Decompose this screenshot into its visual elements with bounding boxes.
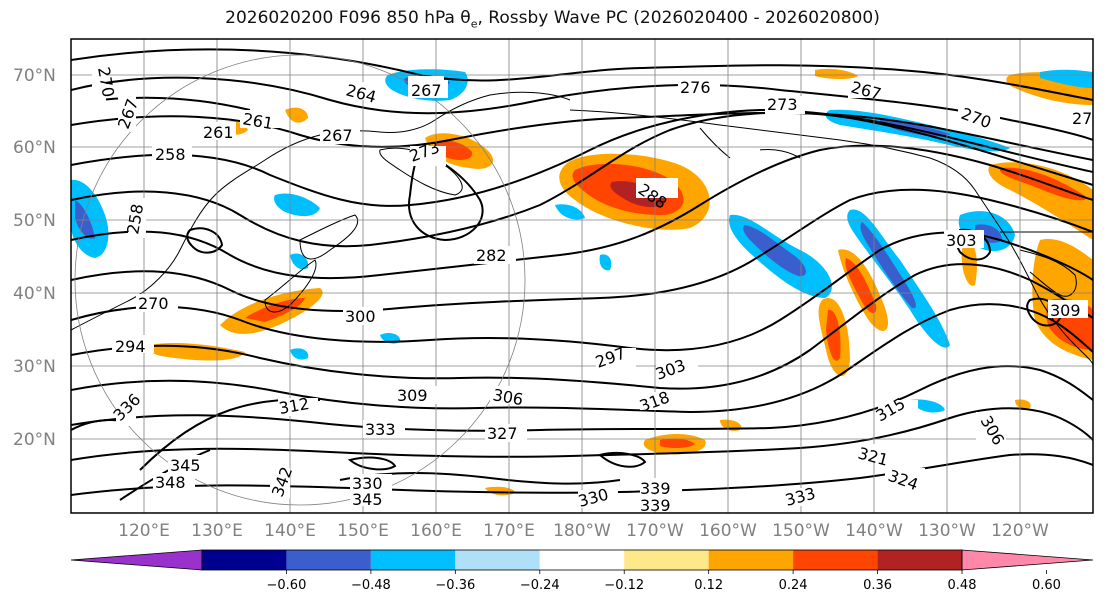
positive-anomaly bbox=[988, 162, 1093, 240]
colorbar-segment bbox=[455, 550, 540, 570]
contour-label: 339 bbox=[640, 479, 671, 498]
colorbar-segment bbox=[793, 550, 878, 570]
map-panel: 270 267 264 267 261 267 261 258 258 276 … bbox=[71, 39, 1103, 515]
contour-label: 303 bbox=[946, 231, 977, 250]
negative-anomaly bbox=[555, 204, 585, 220]
lat-label: 50°N bbox=[13, 211, 56, 231]
lon-label: 160°W bbox=[699, 521, 757, 541]
colorbar-tick-label: −0.48 bbox=[351, 578, 391, 593]
positive-anomaly bbox=[1015, 399, 1031, 409]
colorbar-segment bbox=[877, 550, 962, 570]
colorbar-tick-label: 0.36 bbox=[863, 578, 892, 593]
lon-label: 180°W bbox=[553, 521, 611, 541]
negative-anomaly bbox=[910, 399, 945, 413]
colorbar-segment bbox=[539, 550, 625, 570]
positive-anomaly bbox=[148, 342, 245, 361]
colorbar-segment bbox=[202, 550, 287, 570]
positive-anomaly bbox=[815, 68, 858, 79]
contour-label: 339 bbox=[640, 496, 671, 515]
lon-label: 150°W bbox=[772, 521, 830, 541]
contour-label: 267 bbox=[322, 126, 353, 145]
lon-label: 150°E bbox=[337, 521, 389, 541]
contour-label: 270 bbox=[138, 294, 169, 313]
contour-label-layer: 270 267 264 267 261 267 261 258 258 276 … bbox=[92, 65, 1103, 515]
negative-anomaly bbox=[1040, 69, 1093, 88]
positive-anomaly bbox=[845, 258, 877, 314]
colorbar-segment bbox=[286, 550, 371, 570]
contour-label: 267 bbox=[411, 81, 442, 100]
colorbar-segment bbox=[624, 550, 709, 570]
negative-anomaly bbox=[743, 225, 806, 277]
colorbar-tick-label: −0.12 bbox=[604, 578, 644, 593]
lon-label: 140°E bbox=[264, 521, 316, 541]
negative-anomaly bbox=[290, 253, 309, 270]
contour-label: 276 bbox=[680, 78, 711, 97]
colorbar-tick-label: −0.36 bbox=[435, 578, 475, 593]
negative-anomaly bbox=[879, 118, 950, 137]
colorbar-tick-label: 0.12 bbox=[694, 578, 723, 593]
positive-anomaly bbox=[285, 107, 308, 123]
colorbar-tick-label: 0.48 bbox=[948, 578, 977, 593]
contour-label: 276 bbox=[1072, 109, 1103, 128]
lat-label: 20°N bbox=[13, 430, 56, 450]
negative-anomaly bbox=[599, 254, 612, 271]
map-frame bbox=[70, 38, 1094, 514]
colorbar-segment bbox=[370, 550, 456, 570]
lon-label: 130°E bbox=[191, 521, 243, 541]
colorbar-tick-label: 0.60 bbox=[1032, 578, 1061, 593]
contour-label: 261 bbox=[203, 123, 234, 142]
contour-label: 327 bbox=[487, 424, 518, 443]
lat-label: 70°N bbox=[13, 66, 56, 86]
negative-anomaly bbox=[75, 200, 95, 239]
contour-label: 330 bbox=[352, 474, 383, 493]
colorbar-extend-low bbox=[70, 549, 203, 571]
contour-label: 294 bbox=[115, 337, 146, 356]
grid-lines bbox=[71, 39, 1093, 513]
lon-label: 170°W bbox=[626, 521, 684, 541]
negative-anomaly bbox=[290, 348, 309, 360]
colorbar-tick-label: 0.24 bbox=[779, 578, 808, 593]
contour-label: 273 bbox=[767, 95, 798, 114]
colorbar-tick-label: −0.60 bbox=[267, 578, 307, 593]
contour-label: 309 bbox=[1050, 301, 1081, 320]
lat-label: 30°N bbox=[13, 357, 56, 377]
colorbar-extend-high bbox=[961, 549, 1094, 571]
contour-label: 258 bbox=[155, 145, 186, 164]
longitude-labels: 120°E 130°E 140°E 150°E 160°E 170°E 180°… bbox=[118, 521, 1049, 541]
plot-title: 2026020200 F096 850 hPa θe, Rossby Wave … bbox=[225, 8, 880, 31]
negative-anomaly bbox=[274, 193, 320, 217]
contour-label: 345 bbox=[170, 456, 201, 475]
lon-label: 120°E bbox=[118, 521, 170, 541]
latitude-labels: 70°N 60°N 50°N 40°N 30°N 20°N bbox=[13, 66, 56, 450]
lat-label: 60°N bbox=[13, 138, 56, 158]
colorbar-outline bbox=[201, 549, 963, 571]
contour-label: 282 bbox=[476, 246, 507, 265]
positive-anomaly bbox=[660, 438, 695, 449]
contour-label: 300 bbox=[345, 307, 376, 326]
colorbar: −0.60 −0.48 −0.36 −0.24 −0.12 0.12 0.24 0.36 0.4… bbox=[70, 549, 1094, 593]
positive-anomaly bbox=[826, 309, 841, 361]
positive-anomaly bbox=[961, 239, 977, 286]
lat-label: 40°N bbox=[13, 284, 56, 304]
colorbar-segment bbox=[708, 550, 794, 570]
lon-label: 120°W bbox=[991, 521, 1049, 541]
lon-label: 170°E bbox=[483, 521, 535, 541]
contour-label: 309 bbox=[397, 386, 428, 405]
lon-label: 160°E bbox=[410, 521, 462, 541]
colorbar-tick-label: −0.24 bbox=[520, 578, 560, 593]
lon-label: 140°W bbox=[845, 521, 903, 541]
contour-label: 333 bbox=[365, 420, 396, 439]
contour-label: 345 bbox=[352, 490, 383, 509]
contour-label: 348 bbox=[155, 473, 186, 492]
lon-label: 130°W bbox=[918, 521, 976, 541]
